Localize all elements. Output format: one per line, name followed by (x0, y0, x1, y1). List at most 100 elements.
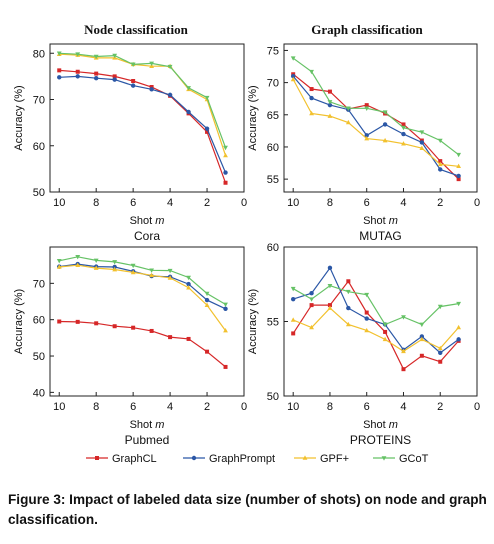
series-line-graphcl (59, 320, 226, 368)
y-tick-label: 65 (267, 110, 279, 122)
data-point-gcot (75, 255, 81, 260)
data-point-gcot (130, 263, 136, 269)
data-point-graphcl (205, 349, 210, 354)
y-axis-label: Accuracy (%) (247, 85, 259, 150)
data-point-gcot (345, 106, 351, 111)
series-line-graphprompt (292, 75, 459, 177)
data-point-gcot (327, 100, 333, 105)
data-point-graphprompt (364, 316, 369, 321)
series-line-gpf (292, 307, 460, 353)
data-point-graphcl (401, 367, 406, 372)
data-point-gcot (167, 64, 173, 70)
x-tick-label: 10 (53, 197, 65, 209)
x-tick-label: 6 (130, 197, 136, 209)
dataset-label: PROTEINS (350, 433, 411, 447)
data-point-graphprompt (309, 95, 314, 101)
data-point-graphprompt (419, 140, 425, 145)
data-point-graphcl (456, 177, 461, 182)
x-tick-label: 2 (437, 197, 443, 209)
y-tick-label: 55 (267, 317, 279, 329)
data-point-gpf (186, 285, 191, 290)
dataset-label: MUTAG (359, 229, 401, 243)
data-point-gcot (345, 289, 351, 295)
panel-proteins: 10 8 6 4 2 0 50 55 60 Accuracy (%) Shot m PROTEINS (247, 242, 480, 447)
y-tick-label: 70 (33, 278, 45, 290)
series-line-gcot (292, 57, 459, 156)
data-point-gcot (204, 95, 210, 101)
data-point-graphcl (112, 324, 117, 329)
data-point-gcot (130, 62, 136, 67)
x-axis-label-var: m (389, 419, 398, 431)
data-point-graphcl (131, 79, 136, 83)
data-point-graphprompt (382, 122, 388, 127)
x-axis-label-var: m (389, 215, 398, 227)
x-tick-label: 2 (437, 401, 443, 413)
data-point-graphprompt (75, 74, 80, 79)
plot-frame (283, 246, 478, 397)
data-point-gpf (327, 113, 333, 118)
data-point-graphprompt (401, 131, 406, 137)
data-point-gpf (75, 262, 81, 267)
data-point-gcot (93, 258, 99, 264)
data-point-graphprompt (57, 75, 62, 80)
data-point-gcot (437, 304, 443, 310)
data-point-gcot (290, 286, 296, 292)
series-line-gcot (292, 285, 459, 326)
data-point-graphcl (57, 319, 62, 324)
x-tick-label: 8 (327, 401, 333, 413)
data-point-gpf (149, 272, 155, 278)
dataset-label: Cora (134, 229, 160, 243)
data-point-graphcl (131, 325, 136, 330)
x-tick-label: 6 (364, 197, 370, 209)
data-point-graphcl (309, 303, 314, 308)
legend-label: GPF+ (320, 453, 349, 465)
x-tick-label: 6 (130, 401, 136, 413)
data-point-graphprompt (167, 92, 173, 98)
x-axis-label-text: Shot (130, 419, 153, 431)
y-tick-label: 60 (267, 142, 279, 154)
x-tick-label: 10 (287, 401, 299, 413)
data-point-gpf (112, 266, 118, 272)
data-point-gpf (327, 305, 333, 310)
y-tick-label: 50 (267, 391, 279, 403)
data-point-gcot (93, 54, 99, 60)
data-point-gcot (419, 130, 425, 135)
legend-item-graphprompt: GraphPrompt (183, 453, 275, 465)
legend-swatch-marker (95, 456, 99, 460)
data-point-gcot (112, 53, 118, 59)
data-point-graphcl (75, 69, 80, 74)
data-point-graphprompt (223, 306, 228, 311)
data-point-gcot (56, 259, 62, 264)
data-point-graphprompt (438, 167, 443, 172)
data-point-gcot (149, 268, 155, 273)
series-line-gpf (292, 79, 459, 167)
dataset-label: Pubmed (125, 433, 170, 447)
data-point-graphprompt (309, 290, 314, 296)
data-point-gcot (401, 125, 406, 131)
legend: GraphCL GraphPrompt GPF+ GCoT (86, 453, 429, 465)
data-point-gcot (437, 138, 443, 144)
x-tick-label: 0 (474, 197, 480, 209)
data-point-gpf (364, 327, 370, 333)
data-point-gcot (309, 297, 314, 302)
data-point-graphcl (438, 159, 443, 164)
data-point-graphprompt (327, 265, 333, 271)
data-point-graphprompt (327, 102, 333, 108)
data-point-gpf (223, 152, 228, 158)
legend-label: GraphCL (112, 453, 157, 465)
x-axis-label-text: Shot (363, 215, 386, 227)
y-tick-label: 70 (33, 95, 45, 107)
y-tick-label: 75 (267, 45, 279, 57)
data-point-graphcl (364, 310, 369, 315)
x-tick-label: 8 (93, 401, 99, 413)
data-point-graphcl (168, 335, 173, 340)
column-title-graph: Graph classification (311, 22, 423, 37)
data-point-gpf (382, 336, 388, 342)
figure-panels: Node classification Graph classification… (13, 22, 480, 465)
data-point-graphprompt (346, 305, 351, 311)
y-tick-label: 60 (33, 315, 45, 327)
data-point-graphcl (112, 74, 117, 79)
data-point-graphcl (57, 68, 62, 73)
data-point-graphprompt (186, 109, 191, 115)
data-point-graphcl (401, 122, 406, 127)
